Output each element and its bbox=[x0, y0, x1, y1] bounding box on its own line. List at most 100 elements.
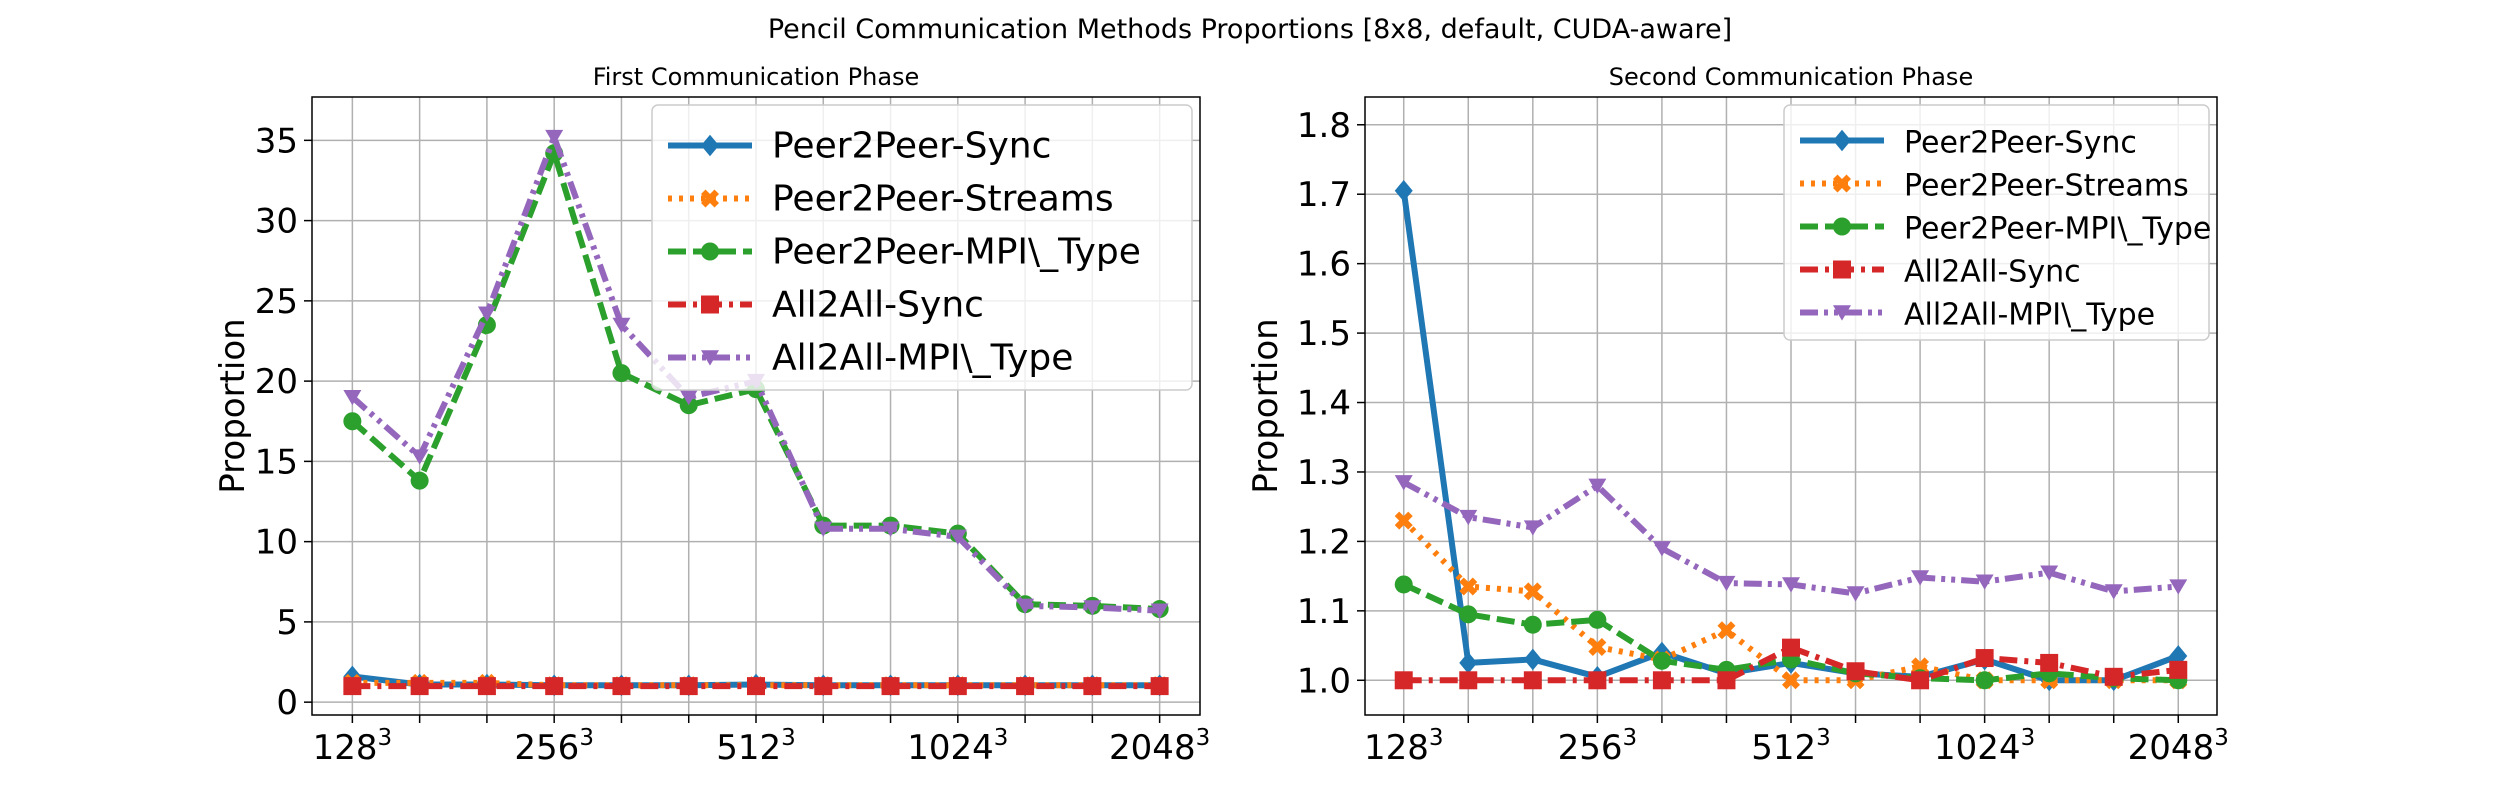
data-point bbox=[2169, 660, 2188, 679]
data-point bbox=[2169, 579, 2188, 595]
x-tick-exponent: 3 bbox=[2214, 725, 2229, 751]
data-point bbox=[343, 412, 362, 431]
legend-label: Peer2Peer-MPI\_Type bbox=[772, 232, 1141, 273]
data-point bbox=[948, 529, 967, 545]
data-point bbox=[1975, 671, 1994, 690]
data-point bbox=[1459, 652, 1478, 674]
x-tick-base: 1024 bbox=[1934, 728, 2021, 768]
y-tick-label: 1.0 bbox=[1297, 661, 1351, 701]
data-point bbox=[343, 389, 362, 406]
x-tick-label: 1283 bbox=[313, 725, 393, 768]
data-point bbox=[1394, 179, 1413, 202]
legend-marker bbox=[1833, 217, 1851, 236]
y-axis-label: Proportion bbox=[1246, 318, 1286, 493]
x-tick-base: 128 bbox=[1364, 728, 1429, 768]
x-tick-exponent: 3 bbox=[1816, 725, 1831, 751]
data-point bbox=[1394, 575, 1413, 594]
data-point bbox=[1083, 677, 1102, 696]
x-tick-base: 2048 bbox=[1109, 728, 1196, 768]
legend-marker bbox=[701, 242, 719, 261]
legend-label: Peer2Peer-MPI\_Type bbox=[1904, 212, 2211, 247]
data-point bbox=[1523, 648, 1542, 671]
data-point bbox=[1459, 577, 1478, 596]
x-tick-base: 512 bbox=[1751, 728, 1816, 768]
x-tick-label: 2563 bbox=[1558, 725, 1638, 768]
data-point bbox=[881, 521, 900, 537]
data-point bbox=[1150, 677, 1169, 696]
x-tick-label: 5123 bbox=[1751, 725, 1831, 768]
data-point bbox=[1846, 662, 1865, 681]
x-tick-exponent: 3 bbox=[1196, 725, 1211, 751]
data-point bbox=[1588, 637, 1607, 656]
legend-label: Peer2Peer-Streams bbox=[772, 179, 1114, 220]
y-tick-label: 0 bbox=[276, 683, 298, 723]
data-point bbox=[2040, 565, 2059, 581]
x-tick-base: 256 bbox=[514, 728, 579, 768]
data-point bbox=[612, 317, 631, 334]
y-tick-label: 1.4 bbox=[1297, 384, 1351, 424]
legend-label: All2All-MPI\_Type bbox=[1904, 298, 2155, 333]
data-point bbox=[1523, 520, 1542, 536]
data-point bbox=[679, 677, 698, 696]
y-tick-label: 10 bbox=[255, 523, 298, 563]
data-point bbox=[2169, 645, 2188, 667]
axes-title: Second Communication Phase bbox=[1609, 63, 1973, 91]
x-tick-exponent: 3 bbox=[377, 725, 392, 751]
legend-marker bbox=[1833, 174, 1851, 193]
data-point bbox=[1523, 671, 1542, 690]
data-point bbox=[1975, 649, 1994, 668]
data-point bbox=[2104, 667, 2123, 686]
data-point bbox=[1652, 671, 1671, 690]
legend-marker bbox=[1833, 260, 1851, 279]
data-point bbox=[1911, 671, 1930, 690]
legend-marker bbox=[1833, 305, 1851, 321]
x-tick-exponent: 3 bbox=[1429, 725, 1444, 751]
x-tick-label: 10243 bbox=[1934, 725, 2035, 768]
x-tick-exponent: 3 bbox=[781, 725, 796, 751]
data-point bbox=[1782, 638, 1800, 657]
data-point bbox=[1150, 603, 1169, 619]
data-point bbox=[1016, 677, 1035, 696]
y-tick-label: 1.1 bbox=[1297, 592, 1351, 632]
data-point bbox=[2104, 584, 2123, 600]
data-point bbox=[1459, 605, 1478, 624]
data-point bbox=[1394, 671, 1413, 690]
data-point bbox=[948, 677, 967, 696]
y-tick-label: 1.2 bbox=[1297, 522, 1351, 562]
x-tick-exponent: 3 bbox=[579, 725, 594, 751]
data-point bbox=[747, 677, 765, 696]
data-point bbox=[1975, 574, 1994, 590]
data-point bbox=[1588, 478, 1607, 494]
legend-marker bbox=[701, 134, 719, 157]
data-point bbox=[612, 677, 631, 696]
y-tick-label: 30 bbox=[255, 202, 298, 242]
x-tick-label: 10243 bbox=[907, 725, 1008, 768]
data-point bbox=[343, 665, 362, 688]
y-tick-label: 15 bbox=[255, 442, 298, 482]
data-point bbox=[1717, 575, 1736, 592]
x-tick-label: 20483 bbox=[2128, 725, 2229, 768]
data-point bbox=[410, 449, 429, 465]
data-point bbox=[1652, 651, 1671, 670]
y-tick-label: 25 bbox=[255, 282, 298, 322]
y-tick-label: 35 bbox=[255, 121, 298, 161]
data-point bbox=[881, 677, 900, 696]
figure-suptitle: Pencil Communication Methods Proportions… bbox=[768, 14, 1732, 45]
legend-label: Peer2Peer-Sync bbox=[772, 126, 1051, 167]
data-point bbox=[1782, 671, 1800, 690]
data-point bbox=[1523, 582, 1542, 601]
y-axis-label: Proportion bbox=[213, 318, 253, 493]
data-point bbox=[814, 677, 833, 696]
data-point bbox=[343, 677, 362, 696]
data-point bbox=[1459, 671, 1478, 690]
legend-marker bbox=[701, 350, 719, 366]
data-point bbox=[410, 677, 429, 696]
y-tick-label: 1.7 bbox=[1297, 175, 1351, 215]
x-tick-exponent: 3 bbox=[994, 725, 1009, 751]
data-point bbox=[612, 364, 631, 383]
y-tick-label: 20 bbox=[255, 362, 298, 402]
axes-title: First Communication Phase bbox=[593, 63, 920, 91]
